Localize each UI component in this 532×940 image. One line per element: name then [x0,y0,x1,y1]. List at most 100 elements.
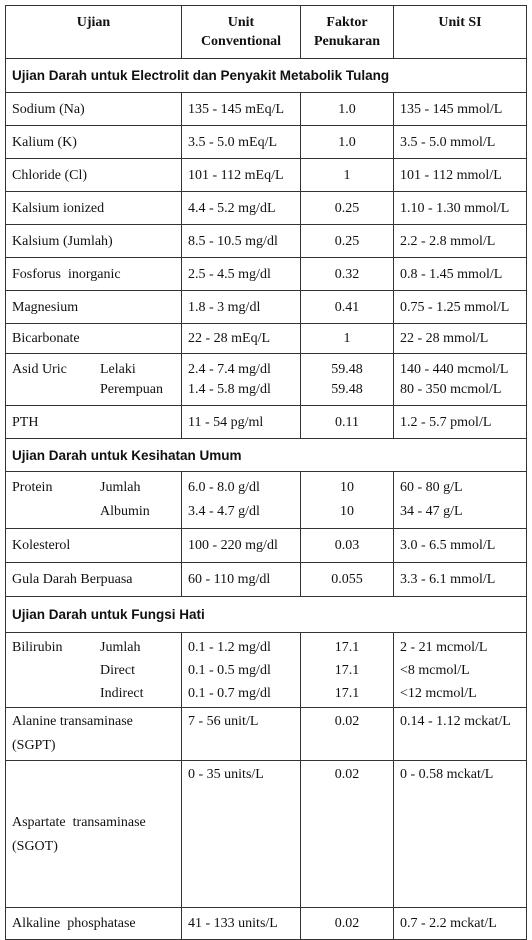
conversion-factor: 1.0 [300,125,394,159]
si-value: 22 - 28 mmol/L [393,323,527,354]
conventional-value: 1.8 - 3 mg/dl [181,290,301,324]
conversion-factor: 1 [300,158,394,192]
table-row: Sodium (Na) 135 - 145 mEq/L 1.0 135 - 14… [5,92,527,126]
conversion-factor: 1.0 [300,92,394,126]
table-row: Fosforus inorganic 2.5 - 4.5 mg/dl 0.32 … [5,257,527,291]
conversion-factor: 0.41 [300,290,394,324]
conventional-value: 4.4 - 5.2 mg/dL [181,191,301,225]
section-row-electrolit: Ujian Darah untuk Electrolit dan Penyaki… [5,58,527,93]
test-name: Protein Jumlah Albumin [5,471,182,529]
si-value: 0.8 - 1.45 mmol/L [393,257,527,291]
test-name: Sodium (Na) [5,92,182,126]
test-name: Kolesterol [5,528,182,563]
conventional-value: 22 - 28 mEq/L [181,323,301,354]
section-title: Ujian Darah untuk Electrolit dan Penyaki… [5,58,527,93]
test-subtype: Jumlah [100,480,141,495]
header-ujian: Ujian [5,5,182,59]
si-value: 0.7 - 2.2 mckat/L [393,907,527,940]
section-title: Ujian Darah untuk Kesihatan Umum [5,438,527,472]
conversion-table: Ujian Unit Conventional Faktor Penukaran U… [5,5,527,940]
conventional-value: 135 - 145 mEq/L [181,92,301,126]
conversion-factor: 0.02 [300,707,394,761]
si-value: 135 - 145 mmol/L [393,92,527,126]
table-row: Gula Darah Berpuasa 60 - 110 mg/dl 0.055… [5,562,527,597]
si-value: 0.75 - 1.25 mmol/L [393,290,527,324]
table-row: Kolesterol 100 - 220 mg/dl 0.03 3.0 - 6.… [5,528,527,563]
conventional-value: 101 - 112 mEq/L [181,158,301,192]
table-row: Alkaline phosphatase 41 - 133 units/L 0.… [5,907,527,940]
test-subtype: Direct [100,662,135,678]
si-value: 2 - 21 mcmol/L <8 mcmol/L <12 mcmol/L [393,632,527,708]
test-subtype: Perempuan [100,381,163,397]
conversion-factor: 0.055 [300,562,394,597]
conventional-value: 0 - 35 units/L [181,760,301,908]
test-name: Aspartate transaminase (SGOT) [5,760,182,908]
conventional-value: 7 - 56 unit/L [181,707,301,761]
test-name: Magnesium [5,290,182,324]
header-row: Ujian Unit Conventional Faktor Penukaran U… [5,5,527,59]
conventional-value: 2.4 - 7.4 mg/dl 1.4 - 5.8 mg/dl [181,353,301,406]
si-value: 101 - 112 mmol/L [393,158,527,192]
conventional-value: 6.0 - 8.0 g/dl 3.4 - 4.7 g/dl [181,471,301,529]
header-unit-si: Unit SI [393,5,527,59]
header-unit-conventional: Unit Conventional [181,5,301,59]
test-name: Kalium (K) [5,125,182,159]
conventional-value: 11 - 54 pg/ml [181,405,301,439]
conversion-factor: 0.25 [300,191,394,225]
test-name: Fosforus inorganic [5,257,182,291]
table-row: Chloride (Cl) 101 - 112 mEq/L 1 101 - 11… [5,158,527,192]
table-row: Kalsium ionized 4.4 - 5.2 mg/dL 0.25 1.1… [5,191,527,225]
si-value: 3.3 - 6.1 mmol/L [393,562,527,597]
section-row-fungsi-hati: Ujian Darah untuk Fungsi Hati [5,596,527,633]
test-name-main: Protein [12,480,53,495]
conversion-factor: 17.1 17.1 17.1 [300,632,394,708]
table-row: Aspartate transaminase (SGOT) 0 - 35 unit… [5,760,527,908]
si-value: 0 - 0.58 mckat/L [393,760,527,908]
conversion-factor: 0.02 [300,907,394,940]
section-row-kesihatan: Ujian Darah untuk Kesihatan Umum [5,438,527,472]
si-value: 140 - 440 mcmol/L 80 - 350 mcmol/L [393,353,527,406]
test-name-main: Bilirubin [12,639,63,655]
table-row: Magnesium 1.8 - 3 mg/dl 0.41 0.75 - 1.25… [5,290,527,324]
test-name: Asid Uric Lelaki Perempuan [5,353,182,406]
conventional-value: 2.5 - 4.5 mg/dl [181,257,301,291]
table-row: Kalsium (Jumlah) 8.5 - 10.5 mg/dl 0.25 2… [5,224,527,258]
conventional-value: 8.5 - 10.5 mg/dl [181,224,301,258]
conversion-factor: 1 [300,323,394,354]
test-name: PTH [5,405,182,439]
table-row: Bicarbonate 22 - 28 mEq/L 1 22 - 28 mmol… [5,323,527,354]
table-row: Bilirubin Jumlah Direct Indirect 0.1 - 1.… [5,632,527,708]
si-value: 60 - 80 g/L 34 - 47 g/L [393,471,527,529]
test-name: Alanine transaminase (SGPT) [5,707,182,761]
si-value: 1.10 - 1.30 mmol/L [393,191,527,225]
conversion-factor: 10 10 [300,471,394,529]
table-row: Alanine transaminase (SGPT) 7 - 56 unit/L… [5,707,527,761]
section-title: Ujian Darah untuk Fungsi Hati [5,596,527,633]
conventional-value: 100 - 220 mg/dl [181,528,301,563]
conversion-factor: 0.02 [300,760,394,908]
conversion-factor: 59.48 59.48 [300,353,394,406]
test-subtype: Albumin [100,504,150,519]
test-name: Bicarbonate [5,323,182,354]
test-name: Chloride (Cl) [5,158,182,192]
header-faktor-penukaran: Faktor Penukaran [300,5,394,59]
conventional-value: 3.5 - 5.0 mEq/L [181,125,301,159]
table-row: Asid Uric Lelaki Perempuan 2.4 - 7.4 mg/d… [5,353,527,406]
test-name: Kalsium ionized [5,191,182,225]
table-row: Kalium (K) 3.5 - 5.0 mEq/L 1.0 3.5 - 5.0… [5,125,527,159]
conversion-factor: 0.03 [300,528,394,563]
test-name: Gula Darah Berpuasa [5,562,182,597]
conversion-factor: 0.32 [300,257,394,291]
test-subtype: Jumlah [100,639,141,655]
conversion-factor: 0.11 [300,405,394,439]
test-name: Kalsium (Jumlah) [5,224,182,258]
conversion-factor: 0.25 [300,224,394,258]
test-subtype: Lelaki [100,361,136,377]
conventional-value: 41 - 133 units/L [181,907,301,940]
test-subtype: Indirect [100,685,144,701]
conventional-value: 0.1 - 1.2 mg/dl 0.1 - 0.5 mg/dl 0.1 - 0.7 … [181,632,301,708]
si-value: 1.2 - 5.7 pmol/L [393,405,527,439]
test-name-main: Asid Uric [12,361,67,377]
table-row: Protein Jumlah Albumin 6.0 - 8.0 g/dl 3.4 … [5,471,527,529]
si-value: 2.2 - 2.8 mmol/L [393,224,527,258]
